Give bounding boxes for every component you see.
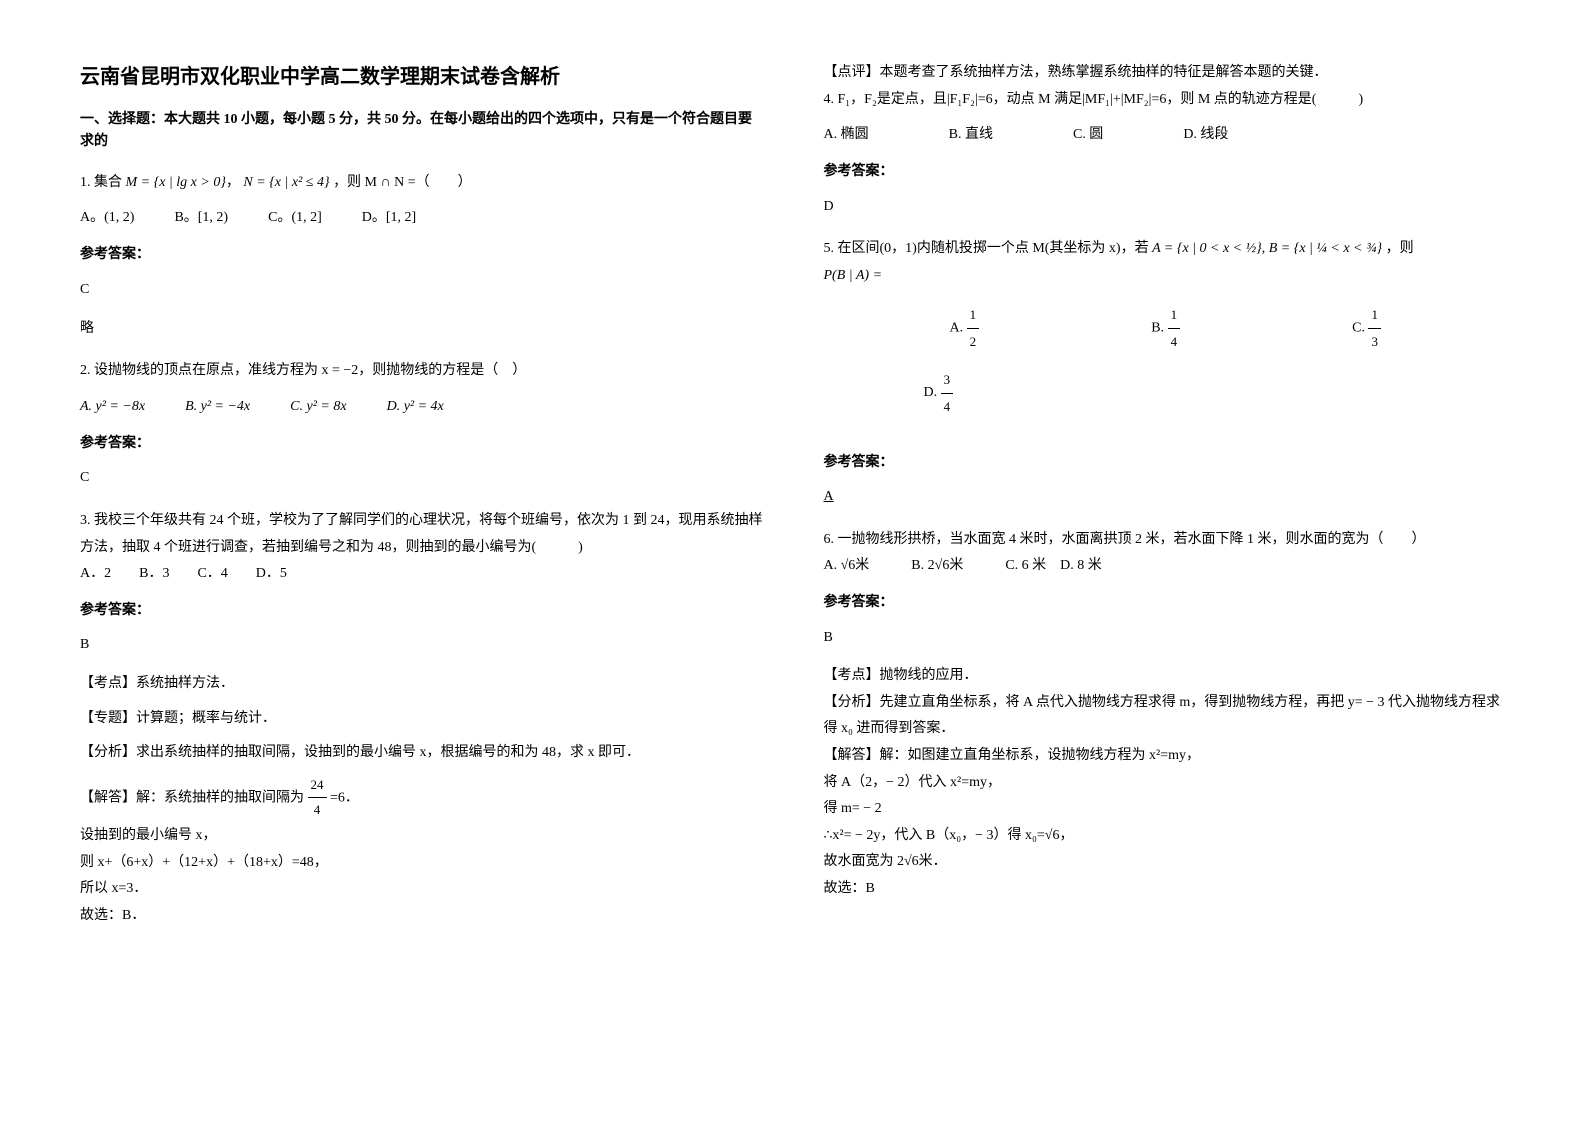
q6-solve-6: 故选：B — [824, 876, 1508, 903]
q3-comment: 【点评】本题考查了系统抽样方法，熟练掌握系统抽样的特征是解答本题的关键． — [824, 60, 1508, 87]
q6-answer-label: 参考答案： — [824, 590, 1508, 617]
q3-answer: B — [80, 632, 764, 659]
q2-answer: C — [80, 465, 764, 492]
q5-opt-b: B. 1 4 — [1151, 302, 1180, 355]
q2-opt-d: D. y² = 4x — [387, 393, 444, 421]
q1-opt-d: D。[1, 2] — [362, 204, 416, 232]
q1-opt-a: A。(1, 2) — [80, 204, 134, 232]
q6-solve-3: 得 m= − 2 — [824, 796, 1508, 823]
q1-opt-c: C。(1, 2] — [268, 204, 322, 232]
q6-solve-2: 将 A（2，− 2）代入 x²=my， — [824, 770, 1508, 797]
q4-opt-d: D. 线段 — [1183, 121, 1228, 149]
question-6: 6. 一抛物线形拱桥，当水面宽 4 米时，水面离拱顶 2 米，若水面下降 1 米… — [824, 527, 1508, 903]
q3-solve-line4: 所以 x=3． — [80, 876, 764, 903]
q3-stem: 3. 我校三个年级共有 24 个班，学校为了了解同学们的心理状况，将每个班编号，… — [80, 508, 764, 561]
q1-opt-b: B。[1, 2) — [174, 204, 228, 232]
section-1-header: 一、选择题：本大题共 10 小题，每小题 5 分，共 50 分。在每小题给出的四… — [80, 109, 764, 154]
q1-brief: 略 — [80, 316, 764, 343]
q2-options: A. y² = −8x B. y² = −4x C. y² = 8x D. y²… — [80, 393, 764, 421]
q3-topic: 【专题】计算题；概率与统计． — [80, 706, 764, 733]
question-3: 3. 我校三个年级共有 24 个班，学校为了了解同学们的心理状况，将每个班编号，… — [80, 508, 764, 930]
q6-point: 【考点】抛物线的应用． — [824, 663, 1508, 690]
q2-stem: 2. 设抛物线的顶点在原点，准线方程为 x = −2，则抛物线的方程是（ ） — [80, 358, 764, 385]
q5-options-row1: A. 1 2 B. 1 4 C. 1 3 — [824, 302, 1508, 355]
q3-answer-label: 参考答案： — [80, 598, 764, 625]
q6-options: A. √6米 B. 2√6米 C. 6 米 D. 8 米 — [824, 553, 1508, 580]
question-4: 4. F₁，F₂是定点，且|F₁F₂|=6，动点 M 满足|MF₁|+|MF₂|… — [824, 87, 1508, 221]
q3-solve-line1: 【解答】解：系统抽样的抽取间隔为 24 4 =6． — [80, 773, 764, 823]
q3-point: 【考点】系统抽样方法． — [80, 671, 764, 698]
q1-options: A。(1, 2) B。[1, 2) C。(1, 2] D。[1, 2] — [80, 204, 764, 232]
q2-opt-b: B. y² = −4x — [185, 393, 250, 421]
q3-solve-line3: 则 x+（6+x）+（12+x）+（18+x）=48， — [80, 850, 764, 877]
q2-answer-label: 参考答案： — [80, 431, 764, 458]
q1-answer-label: 参考答案： — [80, 242, 764, 269]
right-column: 【点评】本题考查了系统抽样方法，熟练掌握系统抽样的特征是解答本题的关键． 4. … — [824, 60, 1508, 945]
q5-stem: 5. 在区间(0，1)内随机投掷一个点 M(其坐标为 x)，若 A = {x |… — [824, 236, 1508, 263]
q6-solve-4: ∴x²= − 2y，代入 B（x₀，− 3）得 x₀=√6， — [824, 823, 1508, 850]
q1-stem: 1. 集合 M = {x | lg x > 0}， N = {x | x² ≤ … — [80, 170, 764, 197]
q3-solve-line2: 设抽到的最小编号 x， — [80, 823, 764, 850]
q6-solve-5: 故水面宽为 2√6米． — [824, 849, 1508, 876]
q5-options-row2: D. 3 4 — [824, 367, 1508, 420]
q5-opt-a: A. 1 2 — [950, 302, 980, 355]
question-2: 2. 设抛物线的顶点在原点，准线方程为 x = −2，则抛物线的方程是（ ） A… — [80, 358, 764, 492]
q6-stem: 6. 一抛物线形拱桥，当水面宽 4 米时，水面离拱顶 2 米，若水面下降 1 米… — [824, 527, 1508, 554]
question-5: 5. 在区间(0，1)内随机投掷一个点 M(其坐标为 x)，若 A = {x |… — [824, 236, 1508, 510]
q6-answer: B — [824, 625, 1508, 652]
q5-answer-label: 参考答案： — [824, 450, 1508, 477]
q4-answer: D — [824, 194, 1508, 221]
q2-opt-a: A. y² = −8x — [80, 393, 145, 421]
q5-opt-c: C. 1 3 — [1352, 302, 1381, 355]
q4-opt-c: C. 圆 — [1073, 121, 1103, 149]
q4-opt-b: B. 直线 — [949, 121, 993, 149]
q1-answer: C — [80, 277, 764, 304]
q2-opt-c: C. y² = 8x — [290, 393, 346, 421]
q3-analysis: 【分析】求出系统抽样的抽取间隔，设抽到的最小编号 x，根据编号的和为 48，求 … — [80, 740, 764, 767]
q6-analysis: 【分析】先建立直角坐标系，将 A 点代入抛物线方程求得 m，得到抛物线方程，再把… — [824, 690, 1508, 743]
q5-prob-expr: P(B | A) = — [824, 263, 1508, 290]
q5-answer: A — [824, 484, 1508, 511]
q4-stem: 4. F₁，F₂是定点，且|F₁F₂|=6，动点 M 满足|MF₁|+|MF₂|… — [824, 87, 1508, 114]
q5-opt-d: D. 3 4 — [924, 385, 954, 400]
q4-options: A. 椭圆 B. 直线 C. 圆 D. 线段 — [824, 121, 1508, 149]
question-1: 1. 集合 M = {x | lg x > 0}， N = {x | x² ≤ … — [80, 170, 764, 342]
left-column: 云南省昆明市双化职业中学高二数学理期末试卷含解析 一、选择题：本大题共 10 小… — [80, 60, 764, 945]
exam-title: 云南省昆明市双化职业中学高二数学理期末试卷含解析 — [80, 60, 764, 89]
q3-solve-line5: 故选：B． — [80, 903, 764, 930]
fraction-24-4: 24 4 — [308, 773, 327, 823]
q4-answer-label: 参考答案： — [824, 159, 1508, 186]
q4-opt-a: A. 椭圆 — [824, 121, 869, 149]
q6-solve-1: 【解答】解：如图建立直角坐标系，设抛物线方程为 x²=my， — [824, 743, 1508, 770]
q3-options: A．2 B．3 C．4 D．5 — [80, 561, 764, 588]
